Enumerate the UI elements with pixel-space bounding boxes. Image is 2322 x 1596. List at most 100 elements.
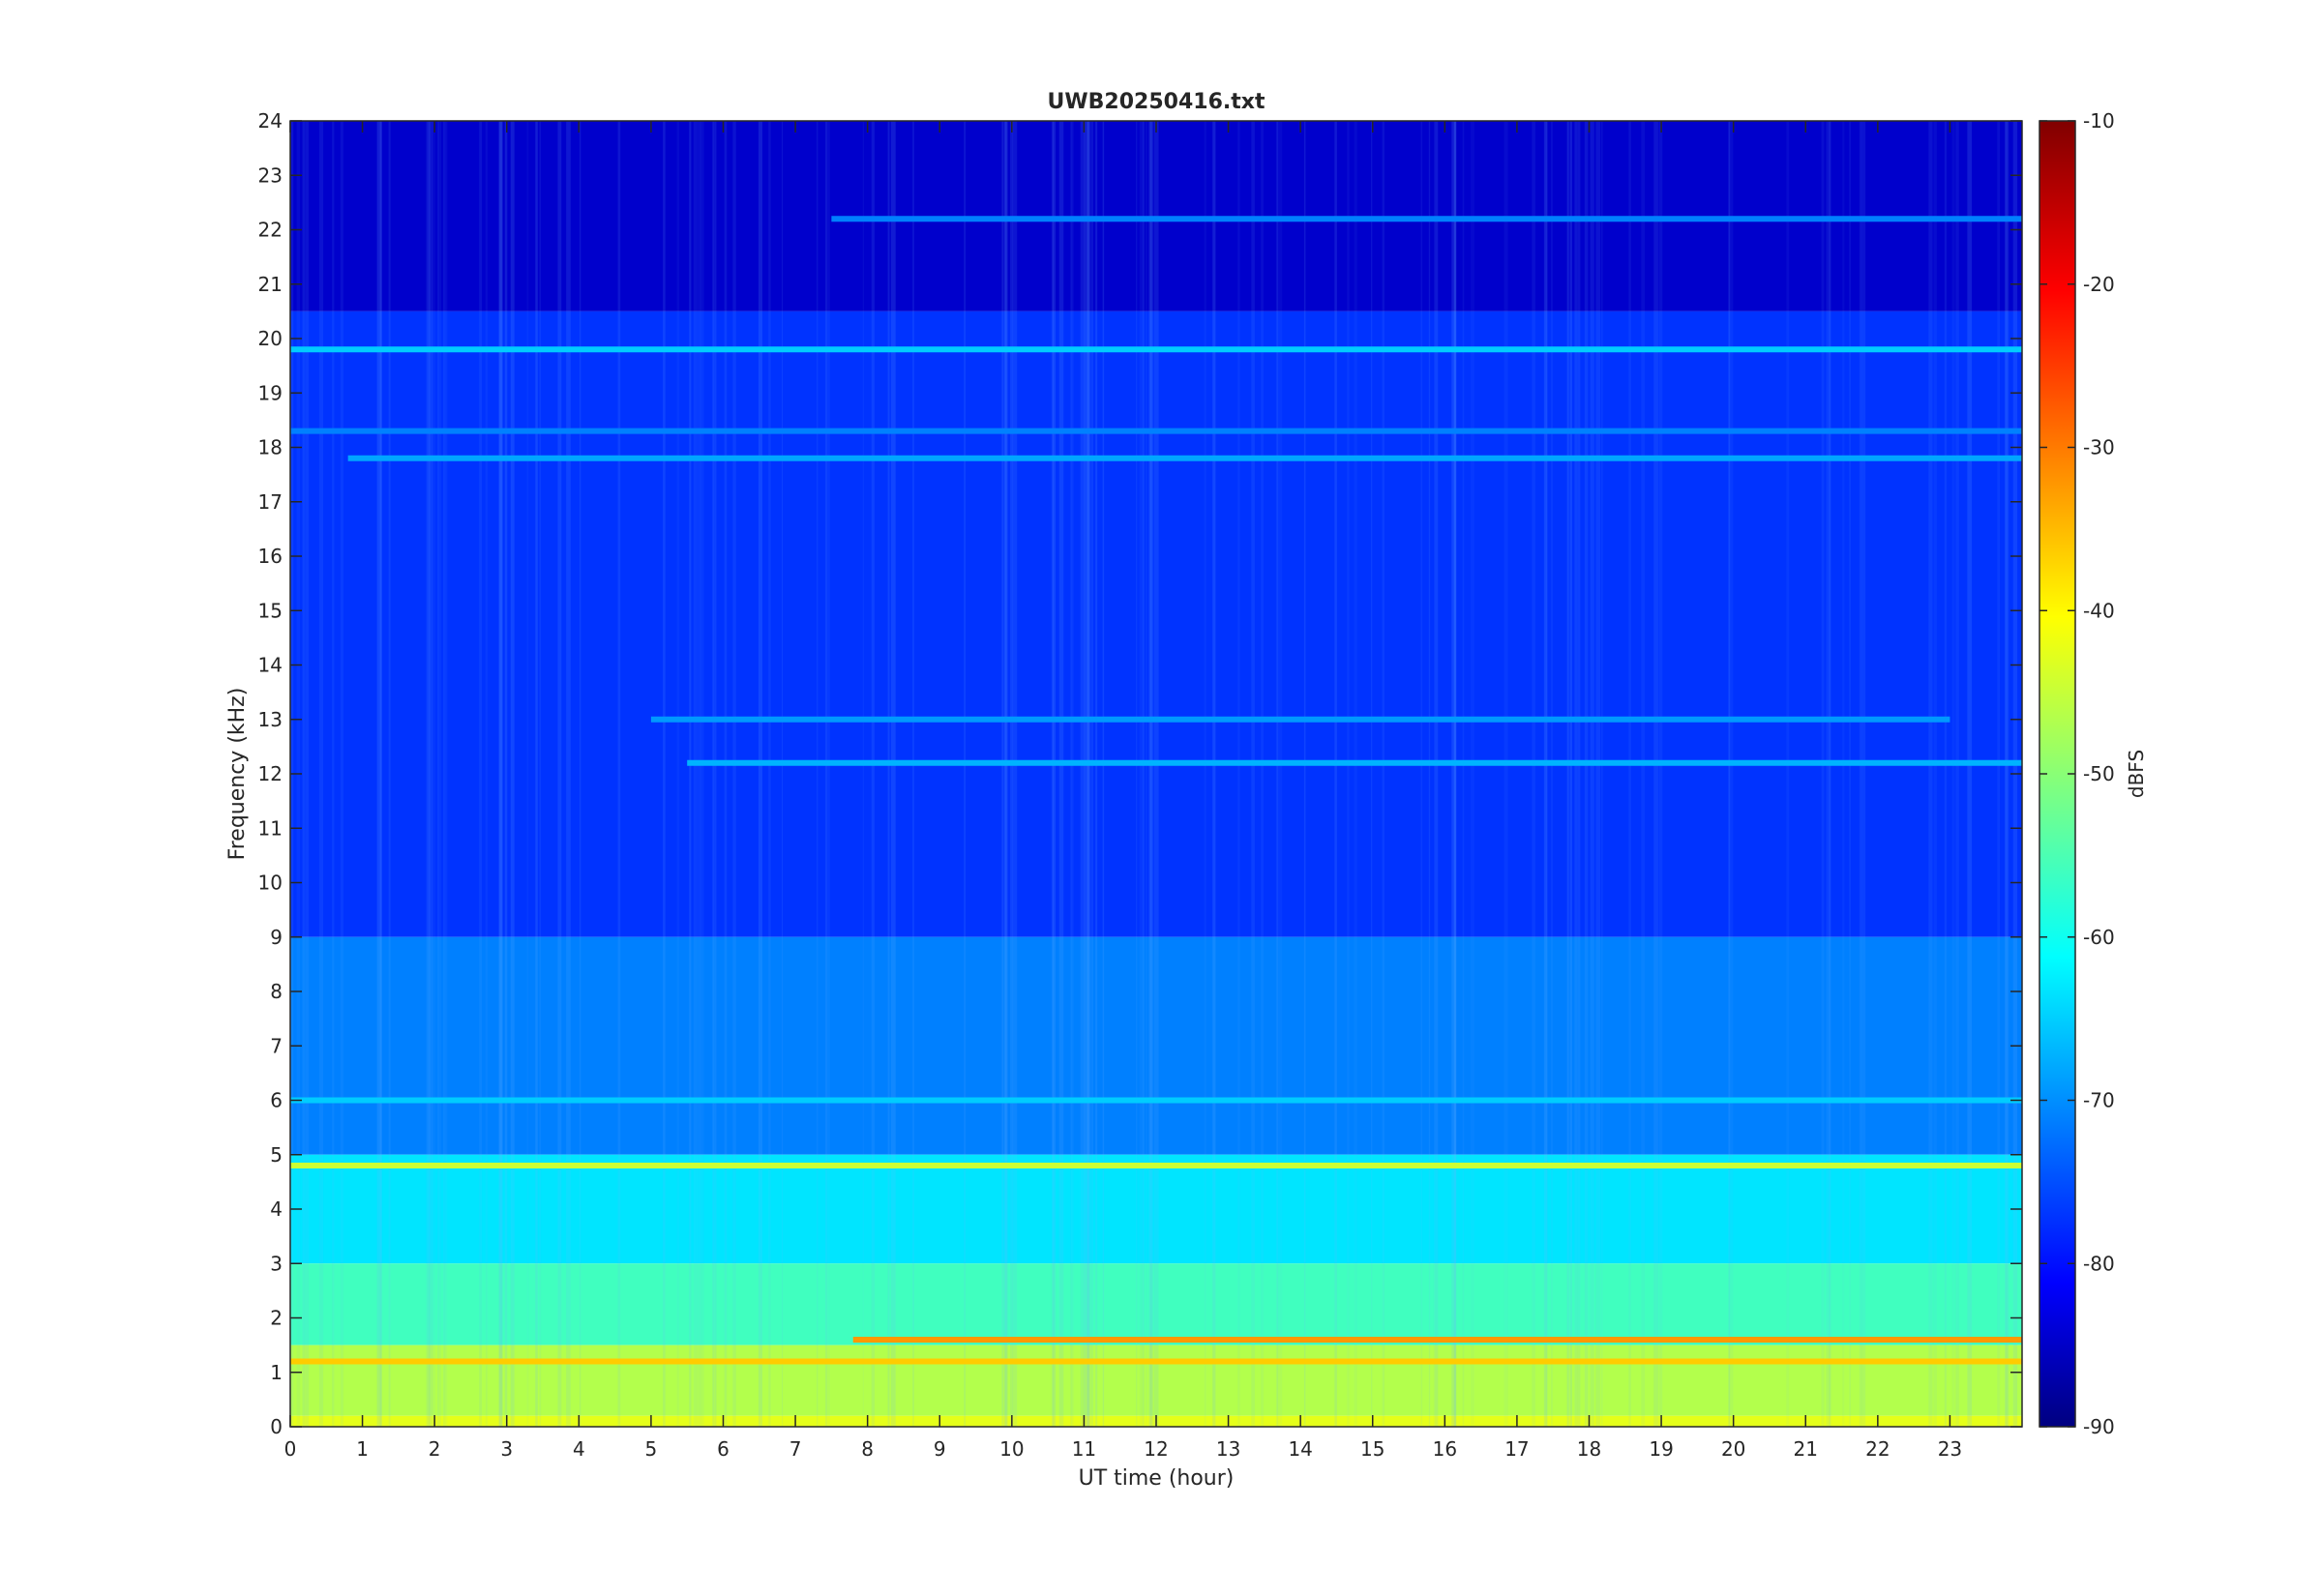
vertical-streak [1347,121,1350,1427]
vertical-streak [1729,121,1734,1427]
colorbar-tick-label: -50 [2083,762,2115,785]
emission-line [347,455,2022,461]
y-tick-label: 1 [270,1361,283,1384]
x-tick-label: 10 [999,1437,1024,1461]
vertical-streak [1433,121,1439,1427]
y-tick-label: 11 [258,816,283,840]
vertical-streak [700,121,704,1427]
x-tick-label: 19 [1649,1437,1673,1461]
y-tick-label: 24 [258,109,283,133]
y-tick-label: 16 [258,545,283,568]
y-tick-label: 15 [258,599,283,622]
vertical-streak [510,121,515,1427]
vertical-streak [1070,121,1074,1427]
vertical-streak [1728,121,1730,1427]
emission-line [290,428,2022,434]
vertical-streak [1859,121,1862,1427]
vertical-streak [1277,121,1283,1427]
colorbar-ticks: -10 -20 -30 -40 -50 -60 -70 -80 -90 [2039,109,2115,1438]
vertical-streak [1641,121,1646,1427]
vertical-streak [1569,121,1572,1427]
vertical-streak [1139,121,1144,1427]
vertical-streak [1543,121,1548,1427]
vertical-streak [1087,121,1092,1427]
vertical-streak [1829,121,1831,1427]
x-tick-label: 15 [1360,1437,1384,1461]
vertical-streak [1054,121,1056,1427]
vertical-streak [1251,121,1255,1427]
vertical-streak [443,121,446,1427]
y-tick-label: 23 [258,163,283,187]
vertical-streak [1136,121,1138,1427]
vertical-streak [485,121,489,1427]
colorbar-tick-label: -60 [2083,926,2115,949]
emission-line [650,716,1950,723]
vertical-streak [1070,121,1072,1427]
vertical-streak [862,121,864,1427]
x-tick-label: 17 [1504,1437,1529,1461]
vertical-streaks [290,121,2018,1427]
vertical-streak [444,121,448,1427]
colorbar-tick-label: -30 [2083,436,2115,459]
vertical-streak [1354,121,1357,1427]
vertical-streak [1503,121,1508,1427]
vertical-streak [1058,121,1064,1427]
emission-line [831,216,2022,222]
x-axis: 0 1 2 3 4 5 6 7 8 9 10 11 12 13 14 15 16 17 18 19 20 21 22 23 [284,121,1962,1461]
vertical-streak [428,121,433,1427]
emission-line [852,1337,2022,1343]
vertical-streak [1861,121,1866,1427]
vertical-streak [1004,121,1007,1427]
x-tick-label: 22 [1865,1437,1890,1461]
vertical-streak [1370,121,1373,1427]
vertical-streak [1453,121,1457,1427]
vertical-streak [1080,121,1086,1427]
vertical-streak [732,121,736,1427]
vertical-streak [504,121,508,1427]
emission-line [290,1097,2022,1104]
vertical-streak [617,121,621,1427]
vertical-streak [302,121,305,1427]
plot-area [290,121,2022,1427]
vertical-streak [388,121,391,1427]
emission-line [290,1358,2022,1365]
vertical-streak [724,121,728,1427]
vertical-streak [2004,121,2009,1427]
y-tick-label: 14 [258,654,283,677]
colorbar-tick-label: -40 [2083,599,2115,622]
y-tick-label: 6 [270,1089,283,1112]
vertical-streak [499,121,502,1427]
background-bands [290,121,2022,1427]
vertical-streak [1849,121,1851,1427]
vertical-streak [1551,121,1553,1427]
y-tick-label: 7 [270,1034,283,1057]
vertical-streak [758,121,762,1427]
vertical-streak [1601,121,1603,1427]
vertical-streak [964,121,967,1427]
background-band [290,1263,2022,1345]
vertical-streak [1955,121,1959,1427]
colorbar-tick-label: -90 [2083,1415,2115,1438]
vertical-streak [1451,121,1457,1427]
y-tick-label: 17 [258,490,283,514]
vertical-streak [782,121,784,1427]
vertical-streak [817,121,819,1427]
y-tick-label: 9 [270,926,283,949]
x-tick-label: 0 [284,1437,297,1461]
vertical-streak [1951,121,1955,1427]
vertical-streak [2005,121,2009,1427]
x-tick-label: 6 [717,1437,729,1461]
vertical-streak [433,121,435,1427]
vertical-streak [1420,121,1423,1427]
x-tick-label: 21 [1794,1437,1818,1461]
vertical-streak [557,121,562,1427]
vertical-streak [1453,121,1456,1427]
y-tick-label: 13 [258,708,283,731]
vertical-streak [539,121,542,1427]
vertical-streak [1428,121,1431,1427]
vertical-streak [1142,121,1145,1427]
vertical-streak [663,121,666,1427]
vertical-streak [689,121,692,1427]
vertical-streak [1051,121,1055,1427]
